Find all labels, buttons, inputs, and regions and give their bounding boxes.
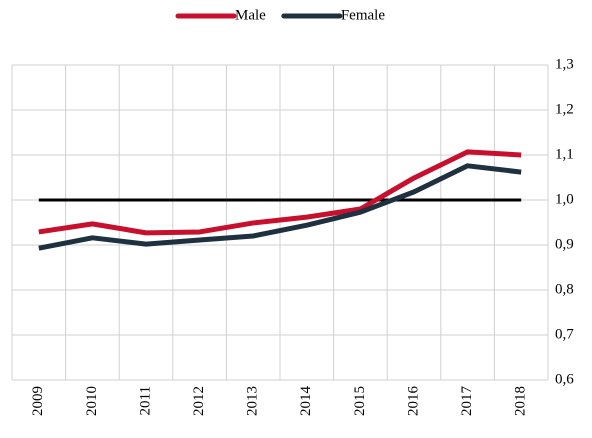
x-tick-label: 2015: [352, 386, 368, 416]
y-tick-label: 1,2: [555, 101, 574, 117]
line-series: [38, 149, 522, 236]
y-tick-label: 1,1: [555, 146, 574, 162]
y-tick-label: 0,6: [555, 371, 574, 387]
x-tick-label: 2009: [30, 386, 46, 416]
legend-label: Male: [235, 7, 266, 23]
line-series: [38, 163, 522, 251]
x-tick-label: 2010: [84, 386, 100, 416]
x-tick-label: 2013: [245, 386, 261, 416]
y-tick-label: 1,0: [555, 191, 574, 207]
y-tick-label: 0,9: [555, 236, 574, 252]
x-tick-label: 2016: [405, 386, 421, 417]
y-tick-label: 1,3: [555, 56, 574, 72]
y-tick-label: 0,7: [555, 326, 574, 342]
x-tick-label: 2012: [191, 386, 207, 416]
x-tick-label: 2011: [137, 386, 153, 415]
x-tick-label: 2018: [513, 386, 529, 416]
x-tick-label: 2017: [459, 386, 475, 417]
y-tick-label: 0,8: [555, 281, 574, 297]
legend-label: Female: [341, 7, 385, 23]
x-tick-label: 2014: [298, 386, 314, 417]
